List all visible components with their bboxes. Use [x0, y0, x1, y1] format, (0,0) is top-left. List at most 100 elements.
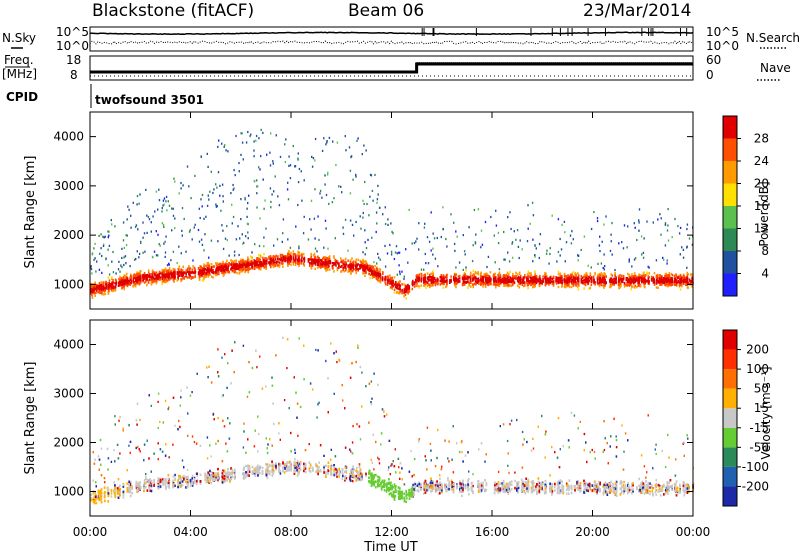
scatter-point [241, 262, 244, 265]
scatter-point [344, 269, 347, 272]
scatter-point [393, 276, 396, 279]
scatter-point [327, 259, 329, 262]
scatter-point [342, 259, 345, 262]
scatter-point [598, 281, 601, 284]
scatter-point [667, 239, 670, 242]
scatter-point [621, 280, 623, 283]
scatter-point [349, 192, 352, 195]
scatter-point [164, 268, 166, 271]
scatter-point [495, 278, 497, 281]
scatter-point [458, 274, 461, 278]
scatter-point [253, 155, 255, 158]
scatter-point [122, 285, 125, 289]
scatter-point [627, 280, 629, 283]
scatter-point [527, 204, 529, 207]
scatter-point [185, 275, 187, 278]
scatter-point [197, 267, 200, 270]
scatter-point [209, 273, 211, 276]
scatter-point [465, 275, 467, 278]
scatter-point [478, 282, 480, 285]
scatter-point [463, 276, 466, 280]
scatter-point [336, 267, 339, 270]
scatter-point [326, 262, 328, 265]
scatter-point [181, 269, 184, 272]
scatter-point [628, 276, 631, 279]
scatter-point [262, 258, 265, 262]
scatter-point [471, 274, 474, 277]
scatter-point [234, 174, 236, 177]
scatter-point [198, 207, 200, 210]
scatter-point [549, 247, 551, 250]
scatter-point [363, 202, 365, 205]
scatter-point [188, 276, 190, 279]
scatter-point [394, 283, 397, 286]
scatter-point [171, 229, 173, 232]
scatter-point [650, 279, 653, 282]
scatter-point [428, 275, 431, 278]
scatter-point [142, 221, 144, 224]
scatter-point [670, 282, 673, 285]
scatter-point [277, 260, 279, 263]
scatter-point [128, 283, 130, 286]
scatter-point [203, 217, 205, 220]
scatter-point [659, 273, 661, 277]
scatter-point [510, 278, 512, 282]
scatter-point [445, 275, 447, 279]
scatter-point [138, 252, 141, 255]
scatter-point [671, 280, 674, 283]
scatter-point [609, 283, 612, 286]
scatter-point [621, 424, 623, 427]
scatter-point [201, 270, 204, 274]
scatter-point [424, 275, 426, 279]
scatter-point [302, 253, 305, 256]
scatter-point [454, 278, 456, 282]
scatter-point [213, 272, 215, 275]
scatter-point [297, 181, 300, 184]
scatter-point [264, 265, 266, 268]
scatter-point [528, 275, 530, 278]
scatter-point [465, 269, 467, 272]
scatter-point [587, 277, 590, 280]
scatter-point [302, 262, 305, 266]
scatter-point [193, 479, 196, 483]
freq-unit-label: [MHz] [2, 67, 37, 81]
scatter-point [285, 138, 287, 141]
scatter-point [659, 277, 661, 280]
scatter-point [162, 277, 165, 281]
scatter-point [292, 144, 294, 148]
scatter-point [442, 276, 445, 279]
scatter-point [468, 226, 470, 229]
scatter-point [162, 199, 165, 202]
scatter-point [429, 285, 431, 289]
scatter-point [442, 286, 445, 289]
scatter-point [386, 276, 389, 279]
scatter-point [401, 292, 403, 295]
scatter-point [151, 269, 154, 272]
scatter-point [396, 284, 399, 288]
scatter-point [467, 286, 469, 289]
scatter-point [405, 248, 407, 251]
scatter-point [224, 144, 226, 147]
scatter-point [481, 275, 484, 279]
scatter-point [480, 283, 482, 286]
scatter-point [583, 273, 586, 276]
scatter-point [682, 256, 685, 259]
scatter-point [518, 256, 520, 260]
scatter-point [589, 277, 592, 280]
scatter-point [462, 277, 465, 281]
scatter-point [182, 265, 184, 268]
scatter-point [564, 231, 566, 234]
scatter-point [498, 271, 501, 274]
scatter-point [659, 283, 661, 286]
scatter-point [341, 260, 343, 264]
scatter-point [227, 270, 229, 274]
scatter-point [544, 273, 546, 276]
scatter-point [384, 244, 386, 248]
scatter-point [560, 279, 563, 282]
scatter-point [686, 278, 688, 282]
scatter-point [548, 280, 550, 283]
scatter-point [263, 252, 265, 256]
scatter-point [374, 173, 376, 176]
scatter-point [484, 220, 487, 224]
scatter-point [194, 270, 197, 273]
